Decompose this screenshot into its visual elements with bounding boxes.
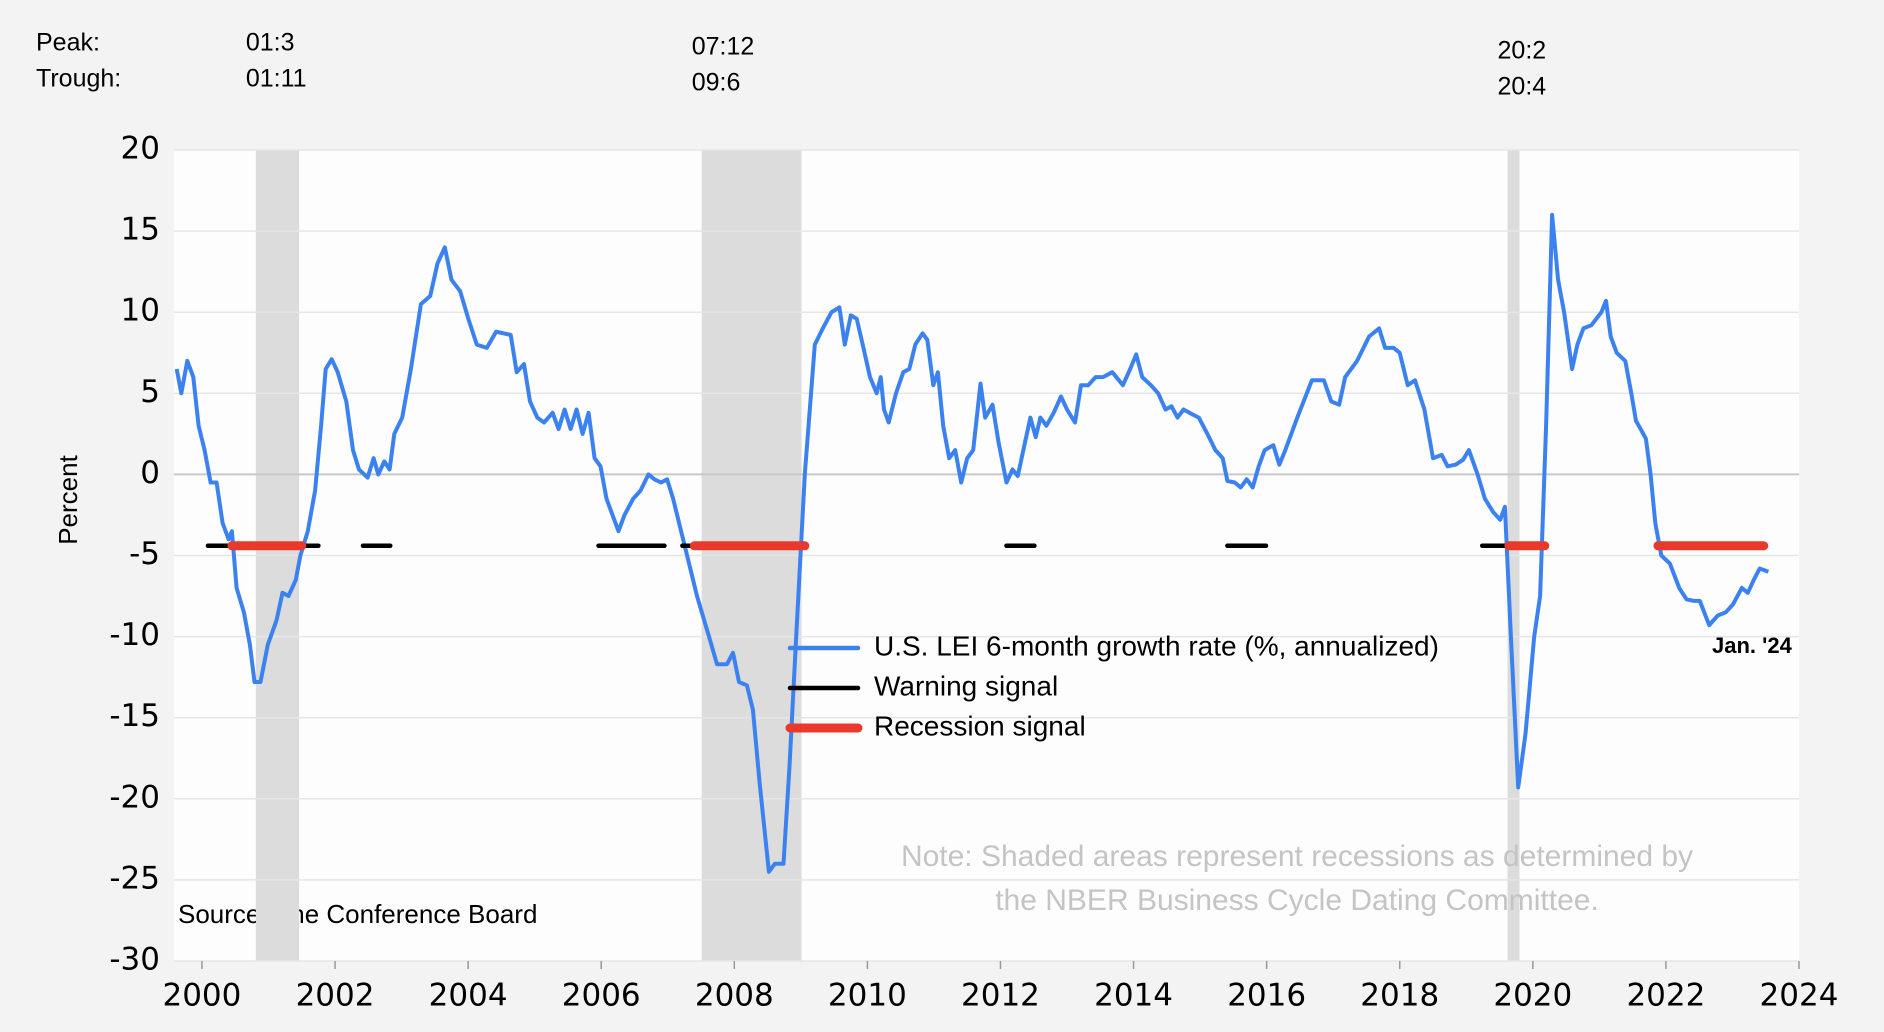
peak-date: 20:2 — [1498, 37, 1547, 65]
peak-date: 07:12 — [692, 33, 755, 61]
x-tick-label: 2010 — [828, 978, 907, 1014]
x-tick-label: 2018 — [1360, 978, 1439, 1014]
x-tick-label: 2016 — [1227, 978, 1306, 1014]
x-tick-label: 2000 — [162, 978, 241, 1014]
peak-date: 01:3 — [246, 29, 295, 57]
y-tick-label: -5 — [129, 536, 160, 572]
y-tick-label: -25 — [109, 860, 160, 896]
x-tick-label: 2006 — [562, 978, 641, 1014]
trough-date: 09:6 — [692, 69, 741, 97]
end-label: Jan. '24 — [1712, 633, 1793, 658]
y-tick-label: -20 — [109, 779, 160, 815]
legend-label: U.S. LEI 6-month growth rate (%, annuali… — [874, 630, 1439, 661]
note-line: the NBER Business Cycle Dating Committee… — [995, 884, 1599, 917]
y-tick-label: -10 — [109, 617, 160, 653]
source: Source: The Conference Board — [178, 899, 537, 929]
note: Note: Shaded areas represent recessions … — [901, 840, 1693, 917]
y-tick-label: 0 — [140, 455, 160, 491]
x-tick-label: 2022 — [1626, 978, 1705, 1014]
y-tick-label: 20 — [121, 131, 160, 167]
y-tick-label: -15 — [109, 698, 160, 734]
legend-label: Warning signal — [874, 670, 1058, 701]
x-tick-label: 2004 — [429, 978, 508, 1014]
x-tick-label: 2014 — [1094, 978, 1173, 1014]
y-tick-label: 10 — [121, 293, 160, 329]
trough-label: Trough: — [36, 65, 121, 93]
x-tick-label: 2020 — [1493, 978, 1572, 1014]
y-tick-label: 15 — [121, 212, 160, 248]
x-tick-label: 2012 — [961, 978, 1040, 1014]
peak-label: Peak: — [36, 29, 100, 57]
x-tick-label: 2008 — [695, 978, 774, 1014]
x-tick-label: 2024 — [1760, 978, 1839, 1014]
note-line: Note: Shaded areas represent recessions … — [901, 840, 1693, 873]
legend-label: Recession signal — [874, 710, 1086, 741]
x-tick-label: 2002 — [296, 978, 375, 1014]
data-line — [174, 212, 1770, 874]
y-tick-label: -30 — [109, 942, 160, 978]
y-axis-label: Percent — [53, 454, 83, 544]
y-tick-label: 5 — [140, 374, 160, 410]
trough-date: 01:11 — [246, 65, 307, 93]
trough-date: 20:4 — [1498, 73, 1547, 101]
